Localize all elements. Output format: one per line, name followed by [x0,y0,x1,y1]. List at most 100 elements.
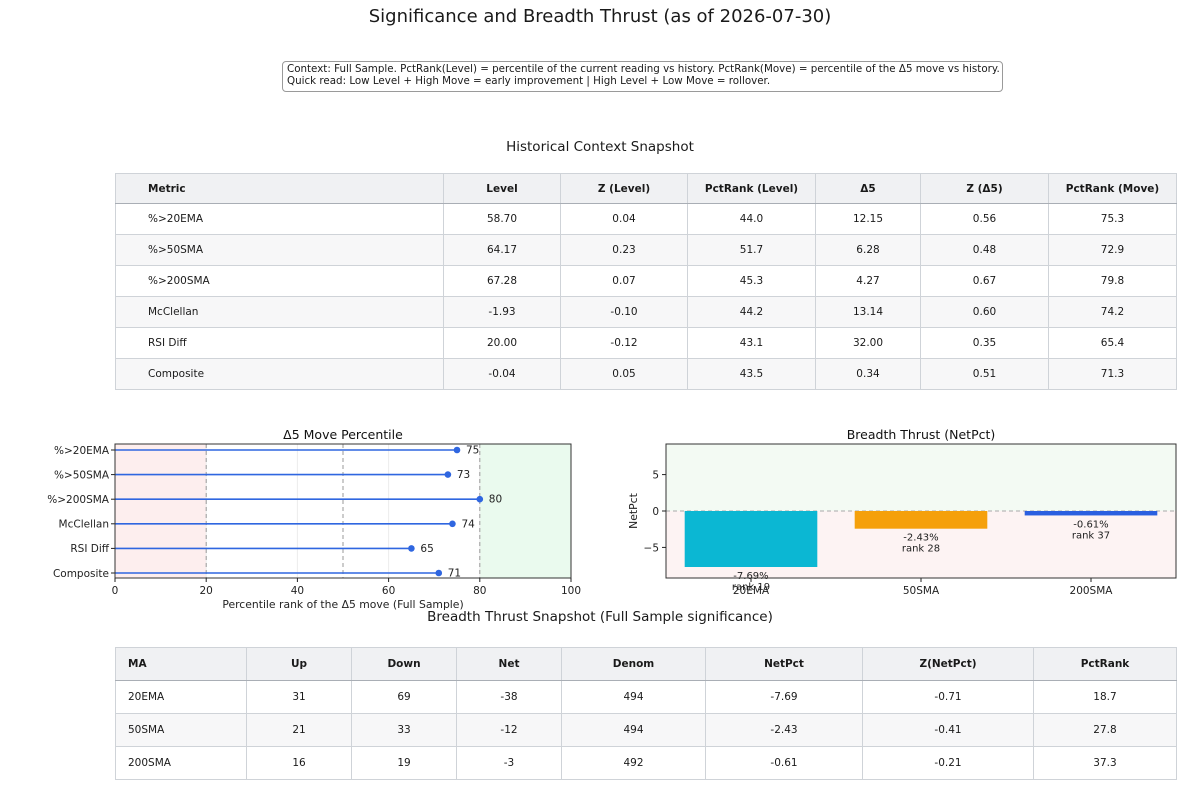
table-row: 50SMA 21 33 -12 494 -2.43 -0.41 27.8 [115,713,1177,747]
y-tick-label: %>200SMA [47,494,110,506]
table-cell: 0.34 [815,358,921,390]
table-cell: 71.3 [1048,358,1177,390]
x-tick-label: 20 [200,585,213,597]
table-cell: -0.71 [862,680,1034,714]
table-cell: 44.0 [687,203,816,235]
table-cell: 0.23 [560,234,688,266]
page-title: Significance and Breadth Thrust (as of 2… [368,6,832,27]
value-label: 74 [461,518,475,530]
table-cell: 37.3 [1033,746,1177,780]
table-cell: 31 [246,680,352,714]
y-tick-label: %>50SMA [54,469,110,481]
chart-title: Breadth Thrust (NetPct) [847,427,996,442]
table-cell: RSI Diff [115,327,444,359]
table-row: 20EMA 31 69 -38 494 -7.69 -0.71 18.7 [115,680,1177,714]
table-cell: %>20EMA [115,203,444,235]
table-cell: 492 [561,746,706,780]
column-header-5: Δ5 [815,173,921,204]
y-tick-label: McClellan [59,519,109,531]
column-header-down: Down [351,647,457,681]
table-cell: 0.04 [560,203,688,235]
table-cell: 27.8 [1033,713,1177,747]
table-row: %>200SMA 67.28 0.07 45.3 4.27 0.67 79.8 [115,265,1177,297]
column-header-metric: Metric [115,173,444,204]
table-cell: %>200SMA [115,265,444,297]
table-cell: 79.8 [1048,265,1177,297]
table-cell: 0.51 [920,358,1049,390]
y-tick-label: Composite [53,568,109,580]
table-cell: -12 [456,713,562,747]
lollipop-point [453,446,461,454]
move-percentile-chart: 75 %>20EMA 73 %>50SMA 80 %>200SMA 74 McClellan 6… [47,427,581,611]
table-cell: 75.3 [1048,203,1177,235]
table-cell: 18.7 [1033,680,1177,714]
column-header-denom: Denom [561,647,706,681]
table-cell: -1.93 [443,296,561,328]
table-row: Composite -0.04 0.05 43.5 0.34 0.51 71.3 [115,358,1177,390]
column-header-netpct: NetPct [705,647,863,681]
table-cell: 0.35 [920,327,1049,359]
table-cell: 51.7 [687,234,816,266]
x-tick-label: 80 [473,585,486,597]
y-axis-label: NetPct [627,493,640,529]
shaded-band [115,444,207,578]
column-header-pctrank: PctRank [1033,647,1177,681]
y-tick-label: 5 [652,470,659,482]
table-cell: 0.48 [920,234,1049,266]
table-cell: 44.2 [687,296,816,328]
table-cell: 69 [351,680,457,714]
context-line-1: Context: Full Sample. PctRank(Level) = p… [287,63,1000,75]
x-tick-label: 20EMA [733,585,770,597]
plot-frame [114,443,572,579]
historical-context-table: Metric Level Z (Level) PctRank (Level) Δ5 Z (… [115,173,1177,390]
table-cell: -0.61 [705,746,863,780]
table-cell: 0.56 [920,203,1049,235]
lollipop-point [435,569,443,577]
y-tick-label: −5 [644,542,659,554]
table-cell: -0.12 [560,327,688,359]
column-header-up: Up [246,647,352,681]
table-row: RSI Diff 20.00 -0.12 43.1 32.00 0.35 65.4 [115,327,1177,359]
historical-table-title: Historical Context Snapshot [506,139,694,155]
column-header-z-5: Z (Δ5) [920,173,1049,204]
column-header-z-level: Z (Level) [560,173,688,204]
value-label: 65 [420,543,433,555]
table-cell: 0.60 [920,296,1049,328]
column-header-level: Level [443,173,561,204]
x-tick-label: 200SMA [1070,585,1114,597]
context-line-2: Quick read: Low Level + High Move = earl… [287,74,771,87]
x-tick-label: 50SMA [903,585,940,597]
table-cell: 494 [561,713,706,747]
table-cell: 12.15 [815,203,921,235]
table-cell: 20.00 [443,327,561,359]
thrust-bar [684,511,818,568]
table-cell: 67.28 [443,265,561,297]
table-cell: 4.27 [815,265,921,297]
table-cell: 200SMA [115,746,247,780]
column-header-net: Net [456,647,562,681]
value-label: 73 [457,469,470,481]
table-cell: 16 [246,746,352,780]
breadth-thrust-table: MA Up Down Net Denom NetPct Z(NetPct) PctRank 2… [115,647,1177,780]
table-cell: McClellan [115,296,444,328]
table-cell: %>50SMA [115,234,444,266]
table-cell: 43.5 [687,358,816,390]
table-cell: 6.28 [815,234,921,266]
table-cell: -3 [456,746,562,780]
column-header-z-netpct: Z(NetPct) [862,647,1034,681]
table-cell: 74.2 [1048,296,1177,328]
table-cell: -0.10 [560,296,688,328]
lollipop-point [444,471,452,478]
thrust-table-title: Breadth Thrust Snapshot (Full Sample sig… [427,609,773,625]
lollipop-point [476,495,484,503]
table-cell: Composite [115,358,444,390]
value-label: 71 [448,568,461,580]
lollipop-point [449,520,456,528]
bar-value-label: -2.43% [903,533,938,544]
thrust-bar [854,511,988,529]
table-cell: -0.21 [862,746,1034,780]
table-cell: 494 [561,680,706,714]
table-cell: -0.41 [862,713,1034,747]
x-tick-label: 60 [382,585,395,597]
